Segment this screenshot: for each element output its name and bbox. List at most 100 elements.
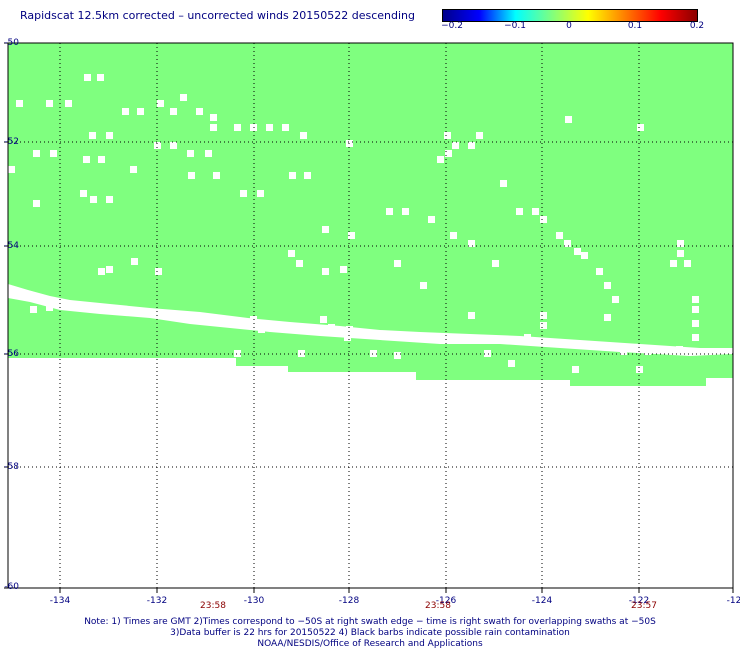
- missing-cell: [213, 172, 220, 179]
- missing-cell: [604, 282, 611, 289]
- missing-cell: [106, 196, 113, 203]
- missing-cell: [33, 150, 40, 157]
- missing-cell: [180, 94, 187, 101]
- missing-cell: [344, 334, 351, 341]
- missing-cell: [266, 124, 273, 131]
- missing-cell: [258, 326, 265, 333]
- missing-cell: [540, 216, 547, 223]
- missing-cell: [445, 150, 452, 157]
- footer-note-2: 3)Data buffer is 22 hrs for 20150522 4) …: [170, 628, 570, 638]
- missing-cell: [300, 132, 307, 139]
- missing-cell: [80, 190, 87, 197]
- missing-cell: [84, 74, 91, 81]
- missing-cell: [581, 252, 588, 259]
- missing-cell: [304, 172, 311, 179]
- missing-cell: [8, 166, 15, 173]
- missing-cell: [187, 150, 194, 157]
- map-frame: [7, 42, 734, 589]
- missing-cell: [296, 260, 303, 267]
- missing-cell: [532, 208, 539, 215]
- missing-cell: [33, 200, 40, 207]
- missing-cell: [154, 142, 161, 149]
- missing-cell: [205, 150, 212, 157]
- lon-label: -134: [49, 596, 71, 606]
- swath-area: [8, 43, 733, 386]
- pass-time-label: 23:58: [425, 601, 451, 611]
- missing-cell: [98, 156, 105, 163]
- missing-cell: [386, 208, 393, 215]
- missing-cell: [450, 232, 457, 239]
- missing-cell: [394, 352, 401, 359]
- missing-cell: [346, 326, 353, 333]
- missing-cell: [170, 108, 177, 115]
- missing-cell: [468, 142, 475, 149]
- missing-cell: [612, 296, 619, 303]
- missing-cell: [83, 156, 90, 163]
- missing-cell: [289, 172, 296, 179]
- missing-cell: [122, 108, 129, 115]
- missing-cell: [604, 314, 611, 321]
- lon-label: -126: [435, 596, 457, 606]
- lon-label: -122: [628, 596, 650, 606]
- missing-cell: [46, 100, 53, 107]
- missing-cell: [452, 142, 459, 149]
- missing-cell: [157, 100, 164, 107]
- missing-cell: [106, 266, 113, 273]
- swath-field: [8, 43, 733, 386]
- missing-cell: [428, 216, 435, 223]
- missing-cell: [692, 334, 699, 341]
- pass-time-label: 23:57: [631, 601, 657, 611]
- missing-cell: [90, 196, 97, 203]
- missing-cell: [394, 260, 401, 267]
- missing-cell: [572, 366, 579, 373]
- missing-cell: [468, 240, 475, 247]
- missing-cell: [130, 166, 137, 173]
- missing-cell: [170, 142, 177, 149]
- missing-cell: [288, 250, 295, 257]
- missing-cell: [692, 306, 699, 313]
- missing-cell: [540, 312, 547, 319]
- lat-label: -50: [4, 38, 19, 48]
- colorbar-tick: 0.1: [627, 21, 643, 31]
- missing-cell: [210, 114, 217, 121]
- missing-cell: [322, 268, 329, 275]
- missing-cell: [637, 124, 644, 131]
- missing-cell: [188, 172, 195, 179]
- missing-cell: [636, 366, 643, 373]
- missing-cell: [340, 266, 347, 273]
- missing-cell: [468, 312, 475, 319]
- missing-cell: [677, 240, 684, 247]
- missing-cell: [106, 132, 113, 139]
- colorbar: [442, 9, 698, 22]
- footer-note-1: Note: 1) Times are GMT 2)Times correspon…: [84, 617, 656, 627]
- lon-label: -128: [338, 596, 360, 606]
- missing-cell: [155, 268, 162, 275]
- missing-cell: [234, 124, 241, 131]
- missing-cell: [516, 208, 523, 215]
- missing-cell: [437, 156, 444, 163]
- missing-cell: [240, 190, 247, 197]
- missing-cell: [574, 248, 581, 255]
- missing-cell: [97, 74, 104, 81]
- missing-cell: [348, 232, 355, 239]
- missing-cell: [484, 350, 491, 357]
- missing-cell: [620, 348, 627, 355]
- footer-credit: NOAA/NESDIS/Office of Research and Appli…: [257, 639, 483, 649]
- missing-cell: [234, 350, 241, 357]
- missing-cell: [320, 316, 327, 323]
- missing-cell: [50, 150, 57, 157]
- colorbar-tick: −0.1: [504, 21, 526, 31]
- missing-cell: [98, 268, 105, 275]
- missing-cell: [508, 360, 515, 367]
- lat-label: -52: [4, 137, 19, 147]
- missing-cell: [676, 346, 683, 353]
- missing-cell: [476, 132, 483, 139]
- missing-cell: [210, 124, 217, 131]
- missing-cell: [660, 346, 667, 353]
- lon-label: -124: [531, 596, 553, 606]
- missing-cell: [65, 100, 72, 107]
- missing-cell: [677, 250, 684, 257]
- missing-cell: [564, 240, 571, 247]
- missing-cell: [644, 348, 651, 355]
